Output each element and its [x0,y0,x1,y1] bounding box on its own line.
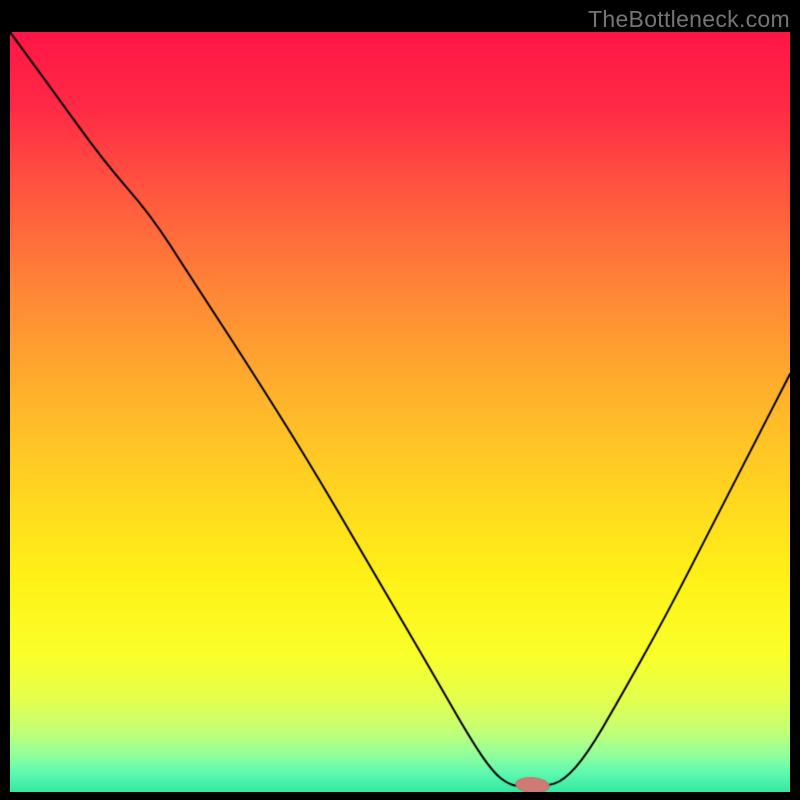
chart-plot-area [10,32,790,792]
watermark-text: TheBottleneck.com [588,6,790,33]
chart-frame: TheBottleneck.com [0,0,800,800]
chart-canvas [10,32,790,792]
